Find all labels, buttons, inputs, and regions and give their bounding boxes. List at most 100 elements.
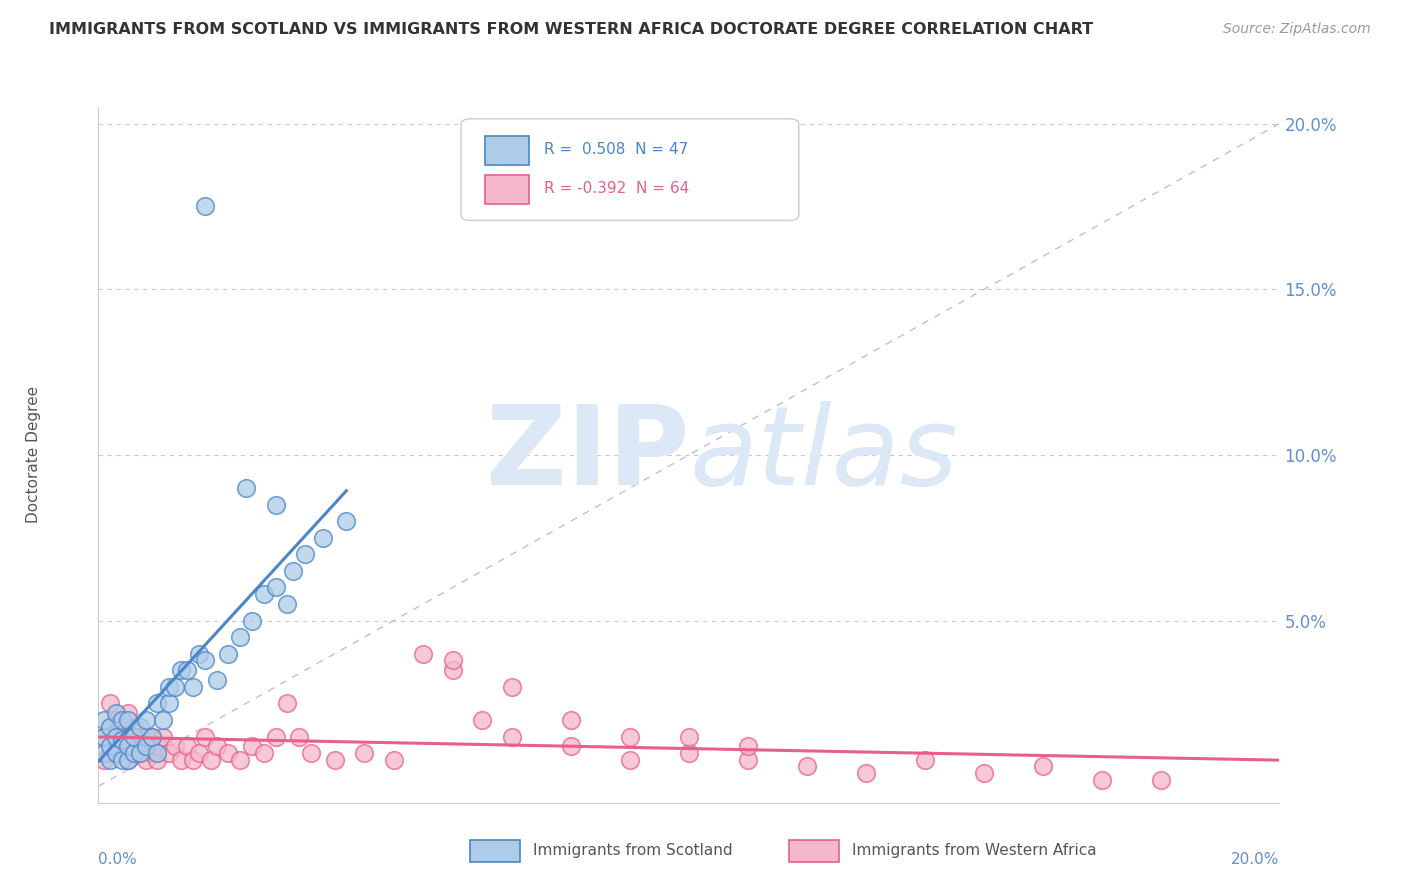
Point [105,713,128,727]
Point [146,746,169,760]
Point [146,753,169,767]
Point [141,730,163,744]
Point [157,746,180,760]
Point [217,746,239,760]
Point [105,746,128,760]
Point [122,746,145,760]
Point [117,753,139,767]
Point [240,614,263,628]
Point [240,739,263,754]
Point [181,753,204,767]
Point [170,753,193,767]
Point [187,746,209,760]
Point [122,720,145,734]
Point [98,720,121,734]
Point [181,680,204,694]
Point [111,753,134,767]
Point [235,481,257,495]
Point [276,597,298,611]
Point [111,732,134,747]
Point [335,514,357,528]
Point [135,753,157,767]
Point [1091,772,1114,787]
Text: 20.0%: 20.0% [1232,852,1279,866]
Text: Doctorate Degree: Doctorate Degree [25,386,41,524]
Point [111,720,134,734]
Point [176,663,198,677]
Point [170,663,193,677]
Point [146,697,169,711]
Point [165,680,187,694]
Point [205,673,228,688]
Point [194,199,217,213]
Text: Immigrants from Western Africa: Immigrants from Western Africa [852,843,1097,858]
Point [117,706,139,721]
Point [264,730,287,744]
Point [93,713,115,727]
Point [441,653,464,667]
Point [200,753,222,767]
FancyBboxPatch shape [485,136,530,165]
Point [93,753,115,767]
FancyBboxPatch shape [789,839,839,862]
Point [165,739,187,754]
Point [98,739,121,754]
Point [93,730,115,744]
Point [141,730,163,744]
Point [560,713,582,727]
Point [105,706,128,721]
FancyBboxPatch shape [471,839,520,862]
Point [229,753,252,767]
Point [146,739,169,754]
Point [299,746,322,760]
Point [152,713,174,727]
Point [93,746,115,760]
Point [128,746,150,760]
Point [194,653,217,667]
Point [737,753,759,767]
Point [914,753,936,767]
Point [441,663,464,677]
Point [117,730,139,744]
Text: 0.0%: 0.0% [98,852,138,866]
Point [128,730,150,744]
Point [323,753,346,767]
Point [176,739,198,754]
Point [128,720,150,734]
Point [205,739,228,754]
Point [122,730,145,744]
Point [501,680,523,694]
Text: IMMIGRANTS FROM SCOTLAND VS IMMIGRANTS FROM WESTERN AFRICA DOCTORATE DEGREE CORR: IMMIGRANTS FROM SCOTLAND VS IMMIGRANTS F… [49,22,1094,37]
Point [93,730,115,744]
Point [152,730,174,744]
Point [276,697,298,711]
Point [111,713,134,727]
Point [135,713,157,727]
Point [157,680,180,694]
Point [128,746,150,760]
Point [1032,759,1054,773]
Text: Immigrants from Scotland: Immigrants from Scotland [533,843,733,858]
Point [737,739,759,754]
Point [471,713,494,727]
Point [560,739,582,754]
Point [353,746,375,760]
Point [283,564,305,578]
Point [105,739,128,754]
Point [98,746,121,760]
FancyBboxPatch shape [485,175,530,203]
Text: Source: ZipAtlas.com: Source: ZipAtlas.com [1223,22,1371,37]
Point [105,730,128,744]
Point [412,647,434,661]
Point [288,730,311,744]
Point [312,531,335,545]
Point [678,746,700,760]
Point [796,759,818,773]
Text: atlas: atlas [689,401,957,508]
Point [98,720,121,734]
Point [855,766,877,780]
Point [253,746,276,760]
Point [973,766,995,780]
Point [264,581,287,595]
Point [619,730,641,744]
